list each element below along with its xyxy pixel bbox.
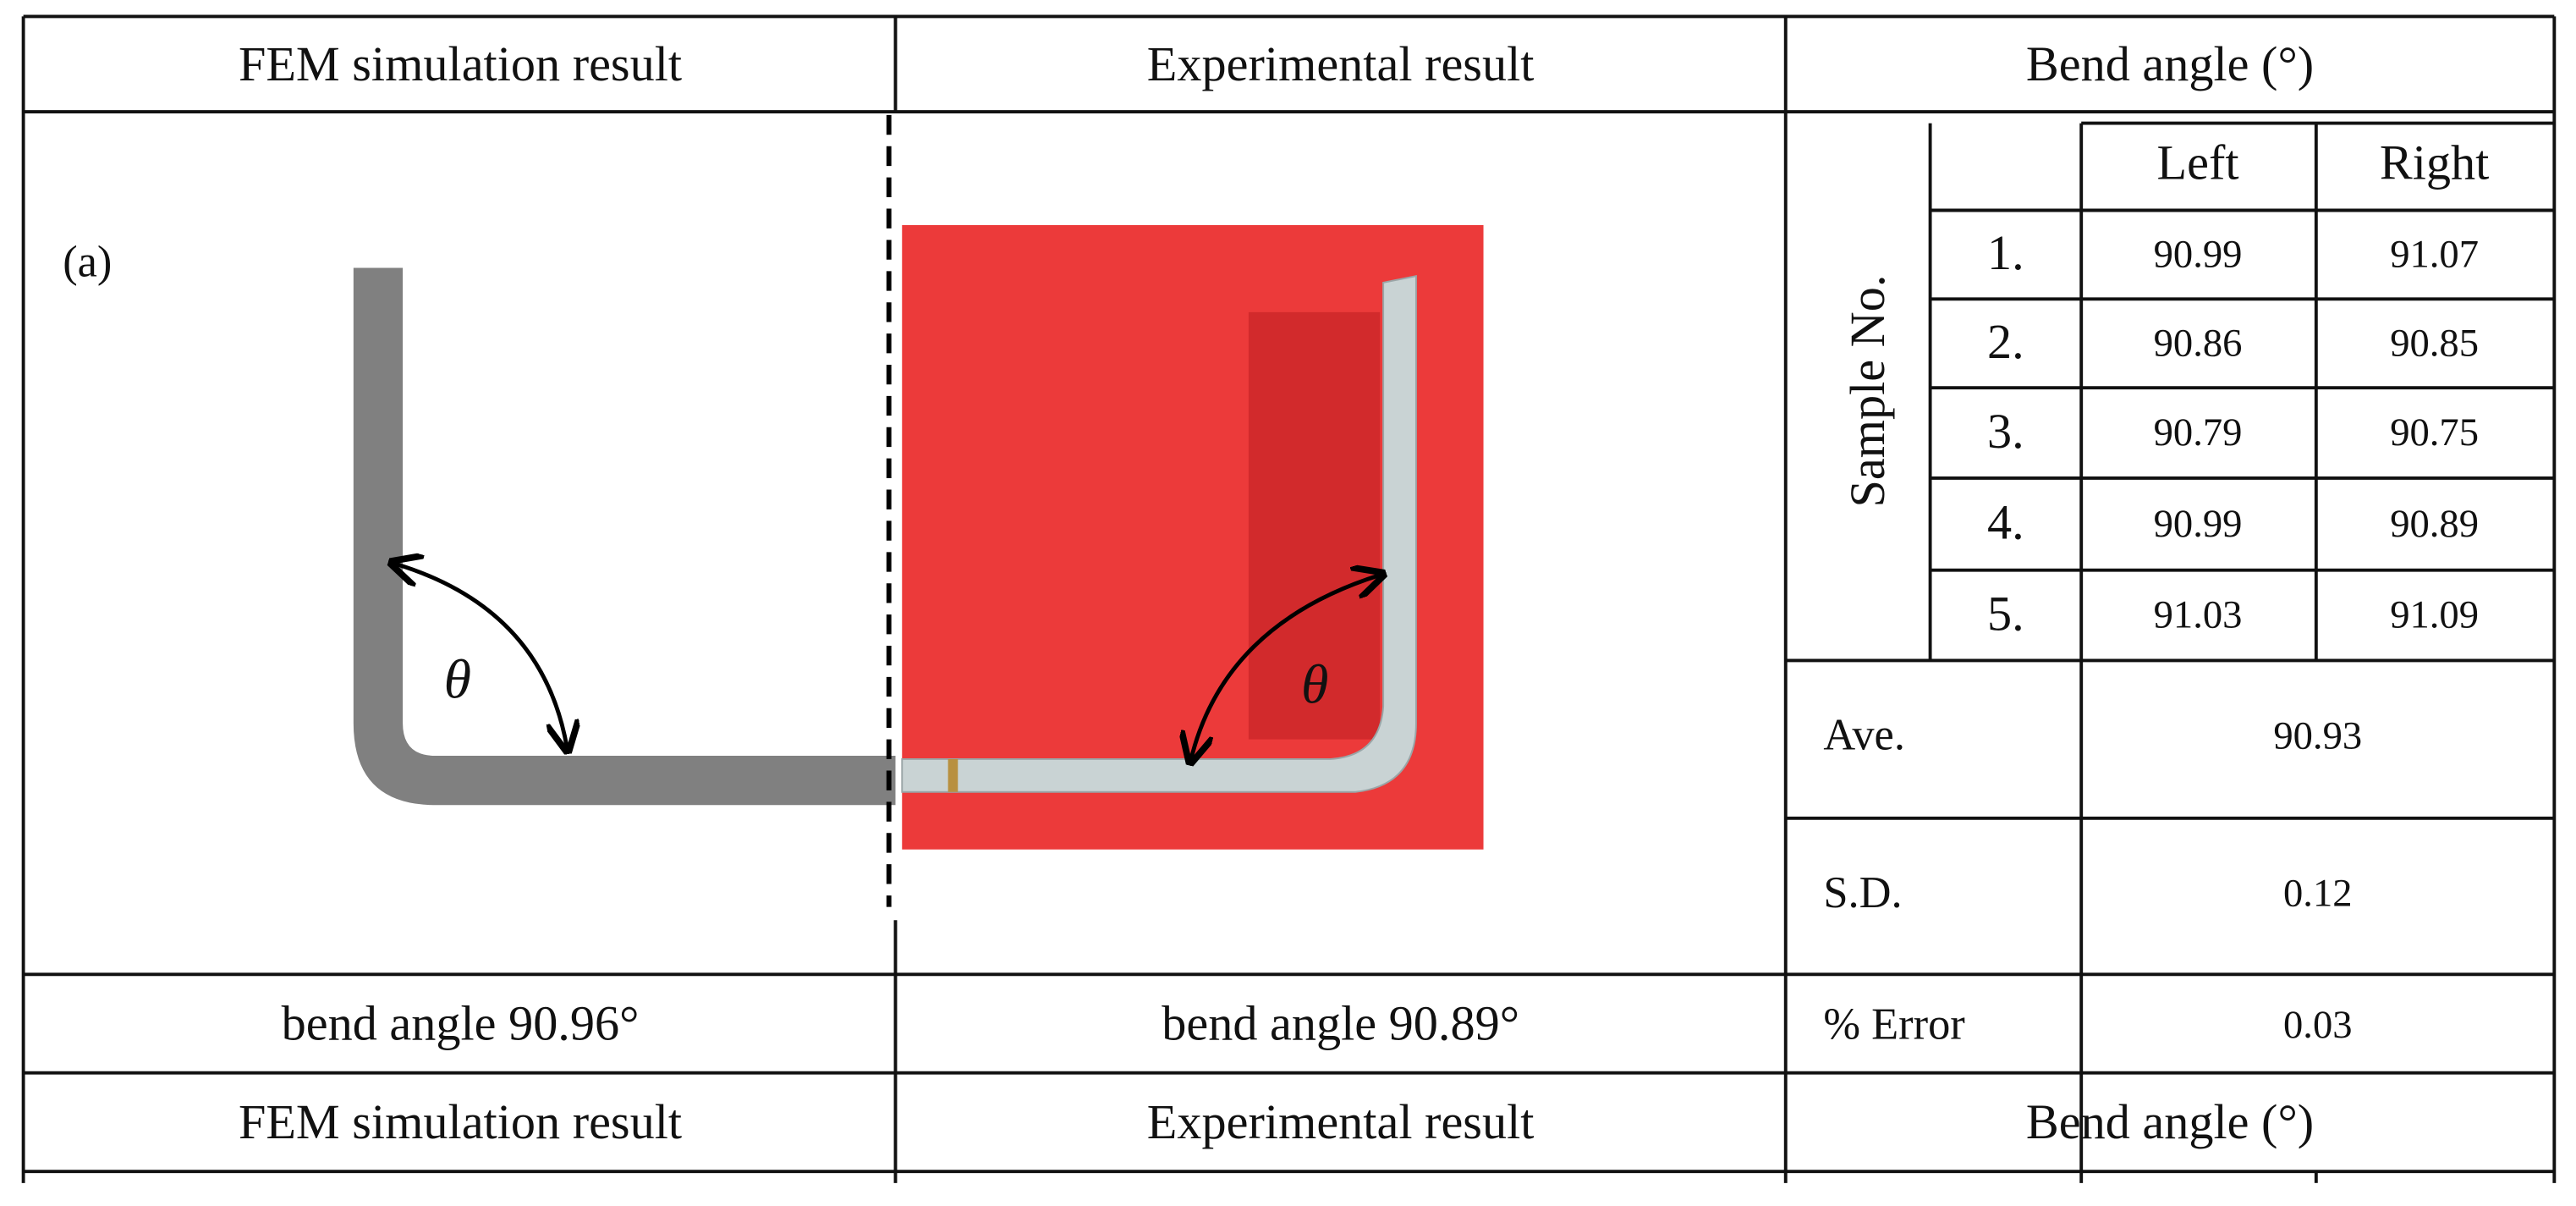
panel-label: (a) <box>63 238 112 287</box>
sample-number: 1. <box>1987 225 2024 280</box>
sample-number: 5. <box>1987 586 2024 641</box>
angle-value: 91.09 <box>2390 593 2479 637</box>
angle-value: 90.99 <box>2154 232 2243 276</box>
summary-label: Ave. <box>1823 711 1905 760</box>
angle-value: 90.86 <box>2154 321 2243 365</box>
fem-theta: θ <box>444 649 471 711</box>
angle-value: 90.75 <box>2390 410 2479 454</box>
summary-label: S.D. <box>1823 868 1902 917</box>
angle-value: 91.03 <box>2154 593 2243 637</box>
header-cell: FEM simulation result <box>239 36 682 91</box>
fem-profile <box>353 267 896 806</box>
photo-theta: θ <box>1301 654 1328 716</box>
summary-value: 0.03 <box>2283 1003 2353 1047</box>
caption: bend angle 90.96° <box>282 996 640 1051</box>
footer-cell: Bend angle (°) <box>2026 1094 2314 1149</box>
column-header: Left <box>2157 135 2239 190</box>
table-grid <box>21 14 2557 1183</box>
footer-cell: Experimental result <box>1147 1094 1535 1149</box>
sample-number: 4. <box>1987 495 2024 550</box>
photo-angle-arc <box>1191 575 1380 758</box>
photo-mark <box>947 758 958 792</box>
summary-label: % Error <box>1823 999 1964 1049</box>
column-header: Right <box>2380 135 2489 190</box>
sample-number: 3. <box>1987 404 2024 459</box>
angle-value: 91.07 <box>2390 232 2479 276</box>
row-group-label: Sample No. <box>1840 275 1895 508</box>
header-cell: Experimental result <box>1147 36 1535 91</box>
fem-angle-arc <box>394 564 567 747</box>
summary-value: 0.12 <box>2283 872 2353 916</box>
angle-value: 90.99 <box>2154 502 2243 546</box>
angle-value: 90.79 <box>2154 410 2243 454</box>
angle-value: 90.89 <box>2390 502 2479 546</box>
sample-number: 2. <box>1987 314 2024 369</box>
header-cell: Bend angle (°) <box>2026 36 2314 91</box>
summary-value: 90.93 <box>2273 713 2362 757</box>
footer-cell: FEM simulation result <box>239 1094 682 1149</box>
angle-value: 90.85 <box>2390 321 2479 365</box>
caption: bend angle 90.89° <box>1162 996 1519 1051</box>
sample-rows: 1. 90.99 91.07 2. 90.86 90.85 3. 90.79 90.75 4. 90… <box>1823 225 2479 1049</box>
